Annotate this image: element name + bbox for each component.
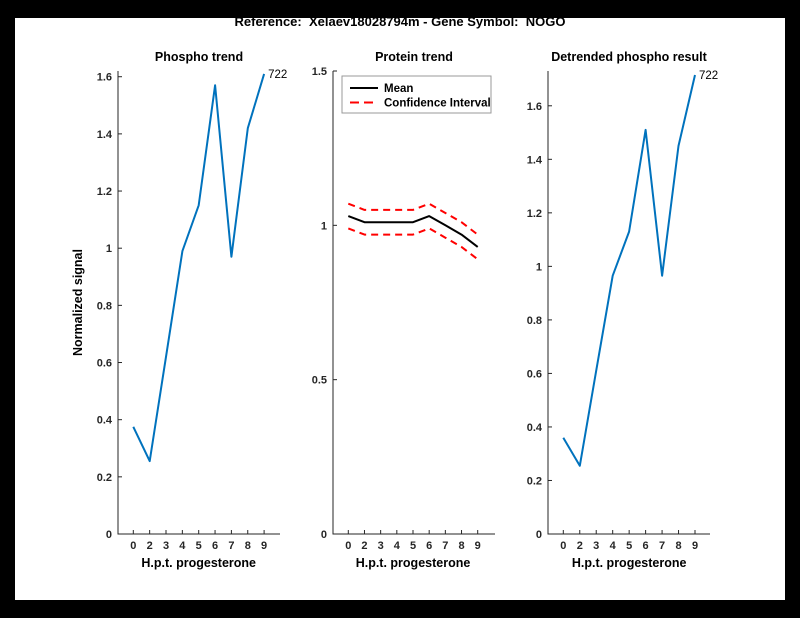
axis-spines bbox=[117, 71, 280, 535]
x-tick-label: 4 bbox=[394, 540, 401, 552]
x-tick-label: 7 bbox=[442, 540, 448, 552]
x-tick-label: 9 bbox=[261, 540, 267, 552]
y-tick-label: 0 bbox=[321, 529, 327, 541]
series-detrended-phospho bbox=[562, 74, 696, 467]
x-axis-label: H.p.t. progesterone bbox=[356, 556, 471, 570]
x-tick-label: 6 bbox=[426, 540, 432, 552]
x-axis-label: H.p.t. progesterone bbox=[141, 556, 256, 570]
x-tick-label: 0 bbox=[560, 540, 566, 552]
x-tick-label: 0 bbox=[130, 540, 136, 552]
figure-title: Reference: Xelaev18028794m - Gene Symbol… bbox=[234, 14, 566, 29]
x-tick-label: 3 bbox=[163, 540, 169, 552]
x-tick-label: 0 bbox=[345, 540, 351, 552]
x-tick-label: 5 bbox=[410, 540, 416, 552]
subplot-1: 0 2 3 4 5 6 7 8 900.20.40.60.811.21.41.6Phospho … bbox=[71, 50, 287, 570]
endpoint-annotation: 722 bbox=[268, 69, 287, 81]
y-tick-label: 0 bbox=[106, 529, 112, 541]
y-tick-label: 1.2 bbox=[97, 186, 112, 198]
subplot-title: Phospho trend bbox=[155, 50, 243, 64]
x-tick-label: 8 bbox=[458, 540, 464, 552]
legend-label: Confidence Interval bbox=[384, 98, 491, 110]
series-confidence-interval bbox=[347, 202, 479, 236]
y-tick-label: 1.4 bbox=[97, 129, 113, 141]
x-tick-label: 3 bbox=[593, 540, 599, 552]
y-tick-label: 0 bbox=[536, 529, 542, 541]
y-tick-label: 1 bbox=[321, 220, 327, 232]
series-phospho-signal bbox=[132, 73, 266, 463]
legend-label: Mean bbox=[384, 83, 413, 95]
y-tick-label: 0.6 bbox=[527, 368, 542, 380]
x-tick-label: 4 bbox=[179, 540, 186, 552]
x-tick-label: 2 bbox=[361, 540, 367, 552]
x-tick-label: 7 bbox=[228, 540, 234, 552]
y-tick-label: 0.4 bbox=[527, 422, 543, 434]
x-tick-label: 6 bbox=[643, 540, 649, 552]
x-tick-label: 9 bbox=[692, 540, 698, 552]
y-tick-label: 0.4 bbox=[97, 415, 113, 427]
x-tick-label: 3 bbox=[378, 540, 384, 552]
y-axis-label: Normalized signal bbox=[71, 249, 85, 356]
subplot-title: Protein trend bbox=[375, 50, 453, 64]
series-mean bbox=[347, 215, 479, 248]
y-tick-label: 1 bbox=[106, 243, 112, 255]
y-tick-label: 1.5 bbox=[312, 66, 327, 78]
x-tick-label: 8 bbox=[675, 540, 681, 552]
y-tick-label: 0.8 bbox=[97, 300, 112, 312]
y-tick-label: 0.6 bbox=[97, 358, 112, 370]
x-tick-label: 6 bbox=[212, 540, 218, 552]
x-axis-label: H.p.t. progesterone bbox=[572, 556, 687, 570]
y-tick-label: 0.5 bbox=[312, 375, 327, 387]
y-tick-label: 1.6 bbox=[97, 72, 112, 84]
x-tick-label: 4 bbox=[610, 540, 617, 552]
y-tick-label: 1.4 bbox=[527, 154, 543, 166]
y-tick-label: 1.6 bbox=[527, 101, 542, 113]
x-tick-label: 9 bbox=[475, 540, 481, 552]
x-tick-label: 2 bbox=[577, 540, 583, 552]
x-tick-label: 7 bbox=[659, 540, 665, 552]
subplot-title: Detrended phospho result bbox=[551, 50, 707, 64]
figure-canvas bbox=[15, 18, 785, 600]
x-tick-label: 5 bbox=[626, 540, 632, 552]
axis-spines bbox=[332, 71, 495, 535]
y-tick-label: 0.8 bbox=[527, 315, 542, 327]
y-tick-label: 1.2 bbox=[527, 208, 542, 220]
subplot-3: 0 2 3 4 5 6 7 8 900.20.40.60.811.21.41.6Detrende… bbox=[527, 50, 718, 570]
axis-spines bbox=[547, 71, 710, 535]
x-tick-label: 8 bbox=[245, 540, 251, 552]
endpoint-annotation: 722 bbox=[699, 70, 718, 82]
x-tick-label: 2 bbox=[147, 540, 153, 552]
y-tick-label: 0.2 bbox=[527, 475, 542, 487]
y-tick-label: 1 bbox=[536, 261, 542, 273]
x-tick-label: 5 bbox=[196, 540, 202, 552]
series-confidence-interval-lower bbox=[347, 227, 479, 261]
legend-box bbox=[341, 75, 492, 114]
y-tick-label: 0.2 bbox=[97, 472, 112, 484]
